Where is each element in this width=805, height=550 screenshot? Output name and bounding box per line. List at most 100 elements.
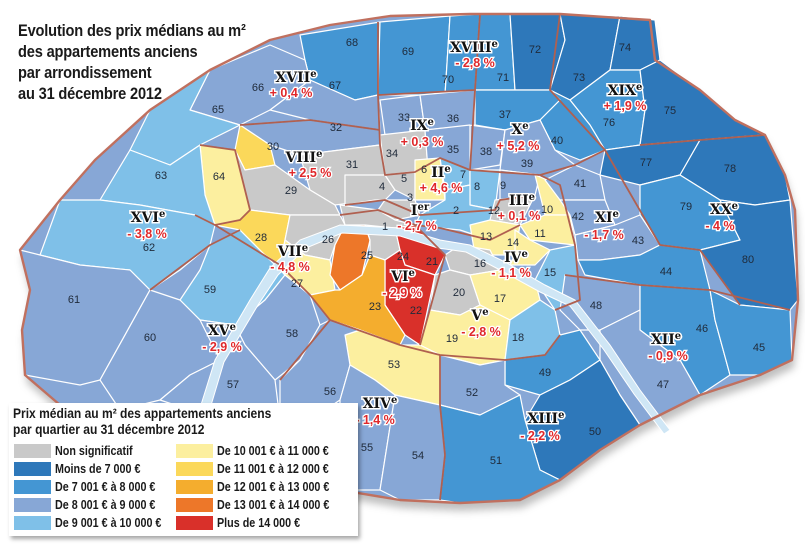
legend-swatch [14,444,51,458]
arr-label-16[interactable]: XVIe [129,208,167,228]
arr-label-20[interactable]: XXe [708,200,739,220]
quartier-label: 60 [144,332,156,344]
quartier-label: 69 [402,46,414,58]
quartier-label: 14 [507,237,519,249]
arr-change-5: - 2,8 % [461,325,501,339]
quartier-label: 18 [512,332,524,344]
arr-label-7[interactable]: VIIe [275,242,309,262]
arr-change-17: + 0,4 % [270,86,313,100]
quartier-label: 63 [155,170,167,182]
legend-column-2: De 10 001 € à 11 000 € De 11 001 € à 12 … [176,442,348,532]
arr-change-18: - 2,8 % [455,56,495,70]
arr-label-6[interactable]: VIe [389,267,417,287]
quartier-label: 38 [480,146,492,158]
legend-item-7001-8000: De 7 001 € à 8 000 € [14,478,179,496]
quartier-label: 59 [204,284,216,296]
quartier-label: 15 [544,267,556,279]
quartier-40[interactable] [539,89,606,161]
arr-label-14[interactable]: XIVe [361,394,399,414]
quartier-label: 28 [255,232,267,244]
quartier-label: 19 [446,333,458,345]
arr-label-5[interactable]: Ve [469,306,490,326]
arr-change-2: + 4,6 % [420,181,463,195]
arr-label-4[interactable]: IVe [503,248,530,268]
quartier-75[interactable] [639,59,766,146]
quartier-label: 73 [573,72,585,84]
quartier-label: 77 [640,157,652,169]
arr-label-13[interactable]: XIIIe [526,409,566,429]
legend-item-non-significatif: Non significatif [14,442,179,460]
quartier-label: 40 [551,135,563,147]
arr-change-7: - 4,8 % [270,260,310,274]
arr-label-2[interactable]: IIe [430,163,452,183]
legend-item-8001-9000: De 8 001 € à 9 000 € [14,496,179,514]
arr-label-10[interactable]: Xe [510,120,530,140]
quartier-label: 22 [410,305,422,317]
quartier-label: 7 [460,169,466,181]
quartier-41[interactable] [544,164,606,201]
arr-change-13: - 2,2 % [520,429,560,443]
legend-label: Non significatif [55,444,133,458]
arr-label-19[interactable]: XIXe [606,81,644,101]
quartier-label: 35 [447,144,459,156]
quartier-label: 27 [291,278,303,290]
quartier-label: 25 [361,250,373,262]
quartier-label: 29 [285,185,297,197]
quartier-label: 8 [474,181,480,193]
arr-label-18[interactable]: XVIIIe [449,38,500,58]
arr-change-16: - 3,8 % [127,227,167,241]
arr-label-11[interactable]: XIe [594,208,621,228]
quartier-label: 2 [453,205,459,217]
legend-item-9001-10000: De 9 001 € à 10 000 € [14,514,179,532]
legend-item-11001-12000: De 11 001 € à 12 000 € [176,460,348,478]
legend-item-lt7000: Moins de 7 000 € [14,460,179,478]
arr-label-15[interactable]: XVe [206,321,237,341]
quartier-label: 49 [539,367,551,379]
quartier-label: 32 [330,122,342,134]
quartier-label: 43 [632,235,644,247]
title-line-2: des appartements anciens [18,42,198,61]
legend-title-line-1: Prix médian au m² des appartements ancie… [13,405,272,421]
quartier-label: 4 [379,181,385,193]
arr-label-12[interactable]: XIIe [649,330,682,350]
arr-change-9: + 0,3 % [401,135,444,149]
legend-label: De 11 001 € à 12 000 € [217,462,329,476]
quartier-label: 67 [329,80,341,92]
quartier-label: 66 [252,82,264,94]
quartier-label: 5 [401,173,407,185]
legend-item-10001-11000: De 10 001 € à 11 000 € [176,442,348,460]
arr-change-6: - 2,9 % [382,286,422,300]
quartier-label: 52 [466,387,478,399]
quartier-label: 12 [488,205,500,217]
quartier-label: 64 [213,171,225,183]
legend-label: De 9 001 € à 10 000 € [55,516,162,530]
legend-title-line-2: par quartier au 31 décembre 2012 [13,421,205,437]
arr-label-1[interactable]: Ier [409,201,431,221]
quartier-label: 41 [574,178,586,190]
quartier-label: 46 [696,323,708,335]
legend-swatch [14,516,51,530]
arr-change-3: + 0,1 % [498,209,541,223]
quartier-14[interactable] [509,229,551,266]
legend-swatch [14,462,51,476]
legend-swatch [14,480,51,494]
quartier-label: 74 [619,42,631,54]
quartier-label: 62 [143,242,155,254]
legend-swatch [176,444,213,458]
legend-swatch [176,480,213,494]
quartier-label: 42 [572,211,584,223]
arr-label-3[interactable]: IIIe [507,191,536,211]
legend-swatch [14,498,51,512]
arr-label-8[interactable]: VIIIe [283,148,324,168]
legend-column-1: Non significatif Moins de 7 000 € De 7 0… [14,442,179,532]
quartier-label: 13 [480,231,492,243]
map-title: Evolution des prix médians au m² des app… [18,20,246,104]
quartier-label: 11 [534,228,545,240]
quartier-label: 36 [447,113,459,125]
arr-label-9[interactable]: IXe [409,116,436,136]
arr-label-17[interactable]: XVIIe [274,68,318,88]
quartier-11[interactable] [519,214,576,246]
quartier-label: 45 [753,342,765,354]
quartier-label: 61 [68,294,80,306]
quartier-label: 78 [724,163,736,175]
